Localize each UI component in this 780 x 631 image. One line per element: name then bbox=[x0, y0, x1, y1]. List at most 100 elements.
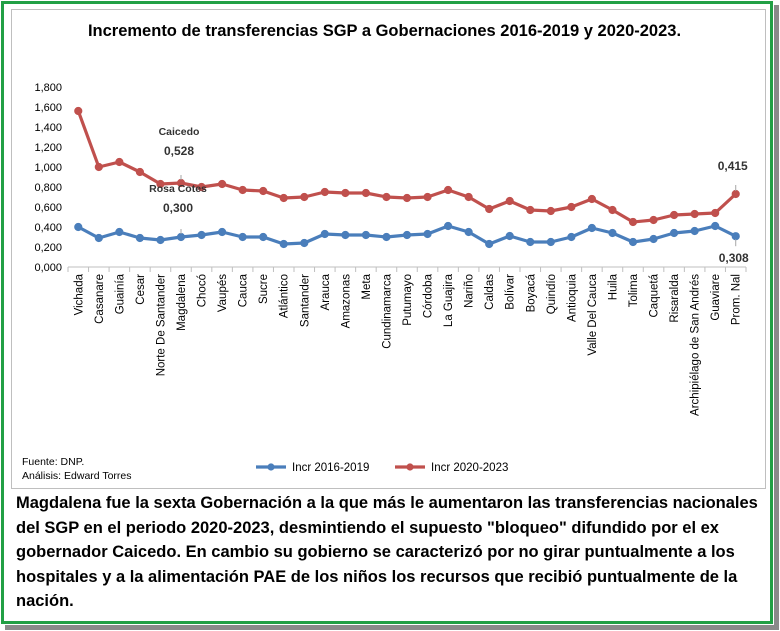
line-chart: 0,000 0,200 0,400 0,600 0,800 1,000 1,200 1,400… bbox=[34, 82, 749, 474]
data-point bbox=[669, 210, 679, 220]
data-point bbox=[361, 230, 371, 240]
data-point bbox=[423, 229, 432, 239]
data-point bbox=[526, 205, 535, 215]
y-tick-label: 0,600 bbox=[34, 202, 62, 214]
x-tick-label: Chocó bbox=[197, 274, 209, 307]
data-point bbox=[341, 188, 350, 198]
data-point bbox=[361, 188, 371, 198]
x-tick-label: Caldas bbox=[484, 274, 496, 310]
x-tick-label: Prom. Nal bbox=[731, 274, 743, 325]
data-point bbox=[74, 222, 83, 232]
y-tick-label: 1,800 bbox=[34, 82, 62, 94]
data-point bbox=[176, 232, 186, 242]
data-point bbox=[546, 206, 555, 216]
y-tick-label: 0,400 bbox=[34, 222, 62, 234]
data-point bbox=[156, 235, 165, 245]
annotation-label: 0,415 bbox=[718, 159, 748, 173]
x-tick-label: Arauca bbox=[320, 273, 332, 310]
data-point bbox=[238, 232, 247, 242]
x-tick-label: Meta bbox=[361, 273, 373, 299]
y-tick-label: 1,200 bbox=[34, 142, 62, 154]
data-point bbox=[382, 232, 391, 242]
legend-swatch-marker bbox=[406, 463, 414, 471]
data-point bbox=[115, 157, 124, 167]
y-tick-label: 1,600 bbox=[34, 102, 62, 114]
x-tick-label: La Guajira bbox=[443, 273, 455, 327]
legend-label: Incr 2020-2023 bbox=[431, 462, 508, 474]
y-tick-label: 0,200 bbox=[34, 242, 62, 254]
source-note: Fuente: DNP. Análisis: Edward Torres bbox=[22, 455, 132, 483]
data-point bbox=[74, 106, 83, 116]
data-point bbox=[341, 230, 350, 240]
data-point bbox=[690, 226, 699, 236]
x-tick-label: Sucre bbox=[258, 274, 270, 304]
annotation-label: Rosa Cotes bbox=[149, 183, 207, 195]
data-point bbox=[587, 223, 597, 233]
data-point bbox=[217, 227, 227, 237]
chart-title: Incremento de transferencias SGP a Gober… bbox=[87, 22, 682, 40]
data-point bbox=[649, 215, 658, 225]
chart-area: 0,000 0,200 0,400 0,600 0,800 1,000 1,200 1,400… bbox=[11, 9, 766, 489]
x-tick-label: Archipiélago de San Andrés bbox=[690, 274, 702, 416]
y-tick-label: 1,000 bbox=[34, 162, 62, 174]
data-point bbox=[608, 205, 617, 215]
x-tick-label: Boyacá bbox=[525, 273, 537, 312]
x-tick-label: Cesar bbox=[135, 274, 147, 305]
data-point bbox=[94, 162, 103, 172]
data-point bbox=[608, 228, 617, 238]
data-point bbox=[300, 238, 309, 248]
data-point bbox=[464, 227, 473, 237]
x-tick-label: Atlántico bbox=[279, 274, 291, 318]
x-tick-label: Quindío bbox=[546, 274, 558, 314]
data-point bbox=[669, 228, 679, 238]
data-point bbox=[259, 232, 268, 242]
x-tick-label: Guaviare bbox=[710, 274, 722, 321]
data-point bbox=[443, 185, 453, 195]
data-point bbox=[464, 192, 473, 202]
x-tick-label: Santander bbox=[299, 274, 311, 327]
annotation-label: 0,528 bbox=[164, 144, 194, 158]
y-tick-label: 0,800 bbox=[34, 182, 62, 194]
x-tick-label: Vaupés bbox=[217, 274, 229, 312]
x-tick-label: Caquetá bbox=[649, 273, 661, 317]
annotation-label: 0,300 bbox=[163, 201, 193, 215]
x-tick-label: Risaralda bbox=[669, 273, 681, 322]
legend-swatch-marker bbox=[267, 463, 275, 471]
data-point bbox=[94, 233, 103, 243]
x-tick-label: Norte De Santander bbox=[155, 274, 167, 376]
source-analisis: Análisis: Edward Torres bbox=[22, 470, 132, 482]
data-point bbox=[402, 193, 412, 203]
data-point bbox=[402, 230, 412, 240]
y-tick-label: 1,400 bbox=[34, 122, 62, 134]
annotation-label: Caicedo bbox=[159, 126, 200, 138]
data-point bbox=[279, 193, 288, 203]
data-point bbox=[485, 204, 494, 214]
x-tick-label: Huila bbox=[607, 273, 619, 300]
data-point bbox=[197, 230, 206, 240]
x-tick-label: Valle Del Cauca bbox=[587, 273, 599, 355]
data-point bbox=[567, 202, 576, 212]
x-tick-label: Guainía bbox=[114, 273, 126, 314]
data-point bbox=[443, 221, 453, 231]
data-point bbox=[505, 196, 514, 206]
y-tick-label: 0,000 bbox=[34, 262, 62, 274]
data-point bbox=[587, 194, 597, 204]
data-point bbox=[320, 187, 329, 197]
data-point bbox=[567, 232, 576, 242]
data-point bbox=[628, 237, 638, 247]
data-point bbox=[135, 167, 145, 177]
x-tick-label: Amazonas bbox=[340, 274, 352, 329]
page-frame bbox=[1, 1, 773, 624]
x-tick-label: Putumayo bbox=[402, 274, 414, 326]
x-tick-label: Cundinamarca bbox=[381, 273, 393, 348]
x-tick-label: Tolima bbox=[628, 273, 640, 307]
data-point bbox=[135, 233, 145, 243]
data-point bbox=[423, 192, 432, 202]
data-point bbox=[731, 232, 740, 241]
data-point bbox=[259, 186, 268, 196]
data-point bbox=[505, 231, 514, 241]
data-point bbox=[320, 229, 329, 239]
x-tick-label: Cauca bbox=[238, 273, 250, 307]
data-point bbox=[115, 227, 124, 237]
legend-label: Incr 2016-2019 bbox=[292, 462, 369, 474]
